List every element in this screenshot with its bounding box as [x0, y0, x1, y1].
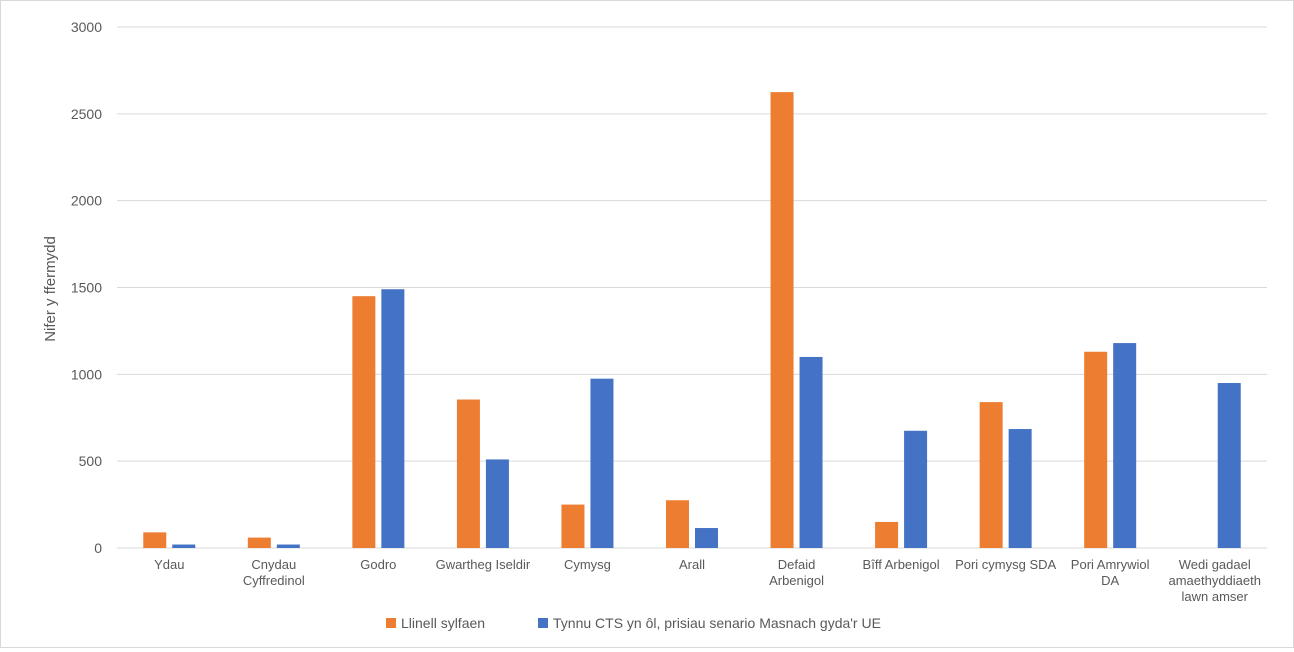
- bar-baseline: [1084, 351, 1108, 548]
- bar-scenario: [590, 378, 614, 548]
- bar-scenario: [381, 289, 405, 548]
- bar-baseline: [875, 521, 899, 548]
- x-tick-label: Defaid Arbenigol: [769, 557, 824, 588]
- y-tick-label: 2500: [71, 106, 102, 122]
- bar-baseline: [352, 296, 376, 548]
- x-tick-label: Cnydau Cyffredinol: [243, 557, 305, 588]
- x-tick-label-line: Bîff Arbenigol: [863, 557, 940, 572]
- bar-baseline: [979, 402, 1003, 548]
- x-tick-label-line: Defaid: [778, 557, 816, 572]
- bar-scenario: [1008, 429, 1032, 548]
- x-tick-label-line: Cyffredinol: [243, 573, 305, 588]
- y-tick-label: 0: [94, 540, 102, 556]
- bar-scenario: [276, 544, 300, 548]
- bar-baseline: [456, 399, 480, 548]
- bar-baseline: [247, 537, 271, 548]
- bar-scenario: [904, 430, 928, 548]
- bar-scenario: [695, 528, 718, 548]
- x-tick-label-line: Godro: [360, 557, 396, 572]
- x-tick-label: Godro: [360, 557, 396, 572]
- gridlines: [117, 26, 1267, 549]
- legend-swatch: [386, 618, 396, 628]
- x-tick-label-line: amaethyddiaeth: [1168, 573, 1261, 588]
- x-tick-label: Pori cymysg SDA: [955, 557, 1056, 572]
- bar-scenario: [172, 544, 196, 548]
- y-axis-ticks: 0 500 1000 1500 2000 2500 3000: [71, 19, 102, 556]
- x-tick-label: Cymysg: [564, 557, 611, 572]
- y-tick-label: 500: [79, 453, 103, 469]
- y-tick-label: 1500: [71, 280, 102, 296]
- x-tick-label: Pori Amrywiol DA: [1071, 557, 1150, 588]
- bar-scenario: [1113, 343, 1137, 548]
- x-tick-label-line: Arall: [679, 557, 705, 572]
- bars: [143, 92, 1241, 548]
- x-tick-label-line: Ydau: [154, 557, 184, 572]
- bar-scenario: [799, 356, 823, 548]
- y-tick-label: 3000: [71, 19, 102, 35]
- bar-scenario: [485, 459, 509, 548]
- y-tick-label: 1000: [71, 366, 102, 382]
- bar-baseline: [770, 92, 794, 548]
- x-tick-label: Gwartheg Iseldir: [436, 557, 531, 572]
- x-tick-label-line: Pori cymysg SDA: [955, 557, 1056, 572]
- x-tick-label-line: Cymysg: [564, 557, 611, 572]
- x-tick-label: Wedi gadael amaethyddiaeth lawn amser: [1168, 557, 1261, 604]
- x-tick-label: Arall: [679, 557, 705, 572]
- legend-swatch: [538, 618, 548, 628]
- bar-scenario: [1217, 383, 1241, 548]
- x-tick-label-line: Arbenigol: [769, 573, 824, 588]
- y-axis-label: Nifer y ffermydd: [42, 236, 59, 342]
- x-tick-label: Bîff Arbenigol: [863, 557, 940, 572]
- y-tick-label: 2000: [71, 193, 102, 209]
- x-tick-label: Ydau: [154, 557, 184, 572]
- legend: Llinell sylfaen Tynnu CTS yn ôl, prisiau …: [386, 615, 881, 631]
- bar-baseline: [561, 504, 585, 548]
- bar-baseline: [666, 500, 689, 548]
- x-axis-ticks: Ydau Cnydau Cyffredinol Godro Gwartheg Iseld…: [154, 557, 1261, 604]
- x-tick-label-line: Cnydau: [251, 557, 296, 572]
- legend-label: Tynnu CTS yn ôl, prisiau senario Masnach…: [553, 615, 881, 631]
- bar-baseline: [143, 532, 167, 548]
- x-tick-label-line: DA: [1101, 573, 1119, 588]
- x-tick-label-line: Wedi gadael: [1179, 557, 1251, 572]
- x-tick-label-line: Pori Amrywiol: [1071, 557, 1150, 572]
- x-tick-label-line: lawn amser: [1181, 589, 1248, 604]
- x-tick-label-line: Gwartheg Iseldir: [436, 557, 531, 572]
- legend-label: Llinell sylfaen: [401, 615, 485, 631]
